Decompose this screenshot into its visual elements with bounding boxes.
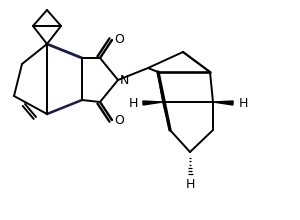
Text: H: H (185, 178, 195, 191)
Polygon shape (213, 101, 233, 105)
Text: O: O (114, 33, 124, 46)
Polygon shape (143, 101, 163, 105)
Text: N: N (119, 73, 129, 86)
Text: H: H (238, 97, 248, 110)
Text: H: H (128, 97, 138, 110)
Text: O: O (114, 114, 124, 126)
